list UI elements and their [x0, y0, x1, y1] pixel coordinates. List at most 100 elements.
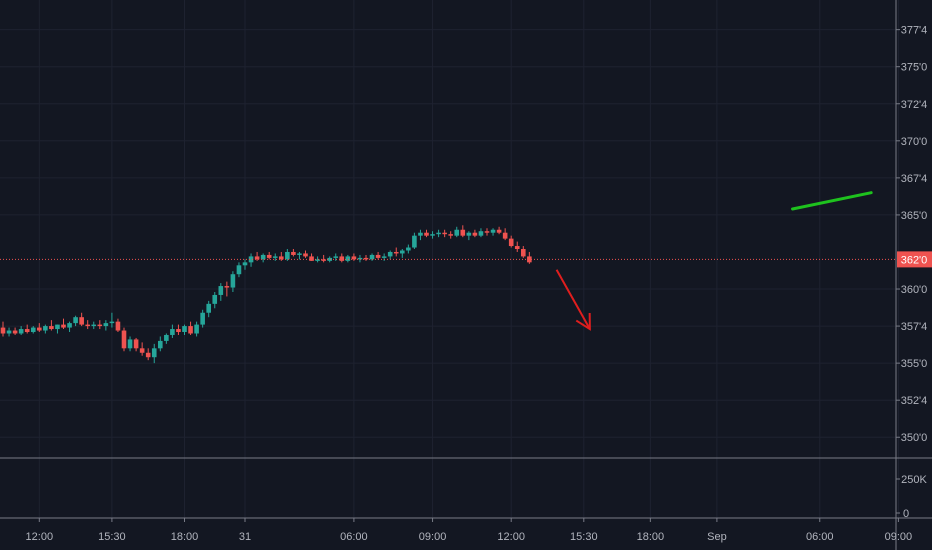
candle[interactable]: [164, 333, 169, 344]
candle[interactable]: [266, 251, 272, 260]
candle[interactable]: [514, 241, 520, 252]
time-axis[interactable]: 12:00 15:30 18:00 31 06:00 09:00 12:00 15:30 18:…: [26, 518, 913, 543]
candle[interactable]: [151, 343, 157, 364]
candle[interactable]: [297, 251, 302, 260]
candle-body: [333, 256, 339, 258]
candle[interactable]: [400, 249, 405, 258]
candle[interactable]: [18, 326, 24, 335]
candle[interactable]: [303, 250, 308, 258]
candle[interactable]: [424, 229, 429, 238]
candle[interactable]: [327, 256, 332, 263]
candle[interactable]: [79, 312, 84, 327]
candle[interactable]: [30, 326, 36, 334]
candle[interactable]: [73, 315, 78, 327]
candle[interactable]: [224, 281, 230, 297]
candle[interactable]: [260, 253, 266, 263]
candle[interactable]: [158, 336, 163, 352]
candle[interactable]: [484, 228, 490, 236]
candle[interactable]: [315, 256, 320, 263]
candle[interactable]: [145, 348, 151, 361]
candle[interactable]: [91, 321, 97, 330]
candle[interactable]: [6, 327, 12, 337]
candle[interactable]: [170, 324, 175, 338]
candle-body: [109, 321, 115, 324]
candle[interactable]: [43, 324, 48, 334]
candle[interactable]: [61, 318, 66, 330]
candle[interactable]: [472, 229, 478, 238]
candle[interactable]: [418, 229, 423, 241]
candle[interactable]: [387, 250, 393, 260]
candle[interactable]: [448, 231, 453, 239]
candle[interactable]: [230, 271, 236, 292]
candle[interactable]: [97, 320, 103, 330]
candle[interactable]: [85, 320, 90, 330]
candle[interactable]: [412, 232, 417, 250]
candle[interactable]: [496, 226, 502, 235]
candle[interactable]: [430, 231, 435, 239]
candle[interactable]: [49, 320, 54, 331]
candle[interactable]: [333, 253, 339, 261]
candle[interactable]: [248, 253, 254, 267]
candle[interactable]: [182, 324, 187, 335]
candle[interactable]: [206, 300, 211, 318]
candle-body: [502, 232, 508, 239]
candle[interactable]: [12, 327, 18, 335]
candle[interactable]: [309, 253, 314, 261]
candle[interactable]: [242, 259, 248, 270]
candle[interactable]: [115, 318, 121, 333]
candle[interactable]: [321, 254, 326, 263]
candle[interactable]: [188, 321, 193, 335]
candle[interactable]: [194, 321, 199, 337]
candle[interactable]: [37, 323, 42, 333]
candle[interactable]: [393, 247, 399, 257]
trend-line[interactable]: [791, 191, 873, 211]
candle[interactable]: [272, 253, 278, 261]
candle-body: [424, 232, 429, 236]
candle[interactable]: [200, 309, 205, 328]
candle[interactable]: [436, 229, 441, 238]
candle[interactable]: [527, 251, 532, 264]
candle[interactable]: [285, 249, 290, 261]
candle[interactable]: [212, 291, 218, 309]
candle[interactable]: [291, 249, 296, 257]
candle-body: [139, 348, 145, 353]
candle[interactable]: [339, 253, 345, 263]
candle-body: [49, 326, 54, 330]
candle-body: [73, 317, 78, 324]
candle-body: [521, 249, 526, 257]
candle[interactable]: [502, 228, 508, 241]
candle[interactable]: [103, 320, 109, 331]
candle[interactable]: [121, 327, 127, 352]
trend-arrow[interactable]: [555, 269, 591, 331]
price-axis[interactable]: 377'4 375'0 372'4 370'0 367'4 365'0 360'0 357'4…: [896, 25, 927, 445]
candle[interactable]: [490, 228, 496, 236]
price-tick-label: 365'0: [901, 210, 928, 222]
candle[interactable]: [351, 253, 357, 261]
candle[interactable]: [127, 336, 133, 352]
candle[interactable]: [55, 324, 60, 334]
candle[interactable]: [478, 228, 484, 238]
candle[interactable]: [357, 254, 363, 263]
candle[interactable]: [406, 244, 411, 254]
candle[interactable]: [133, 337, 139, 352]
candle[interactable]: [24, 324, 30, 334]
candle[interactable]: [254, 251, 260, 261]
candle[interactable]: [176, 324, 181, 335]
candle[interactable]: [139, 342, 145, 356]
candle[interactable]: [375, 251, 381, 260]
candle[interactable]: [454, 226, 460, 238]
candle[interactable]: [236, 262, 242, 278]
candle[interactable]: [109, 312, 115, 328]
candle[interactable]: [218, 283, 224, 301]
candle[interactable]: [442, 229, 447, 238]
candle[interactable]: [345, 254, 351, 263]
candle[interactable]: [279, 251, 284, 261]
candle[interactable]: [460, 225, 466, 238]
candle[interactable]: [508, 235, 514, 248]
candle[interactable]: [466, 231, 472, 241]
candle-body: [230, 274, 236, 288]
candle[interactable]: [521, 246, 526, 258]
candle[interactable]: [67, 321, 72, 333]
candle[interactable]: [0, 321, 6, 337]
